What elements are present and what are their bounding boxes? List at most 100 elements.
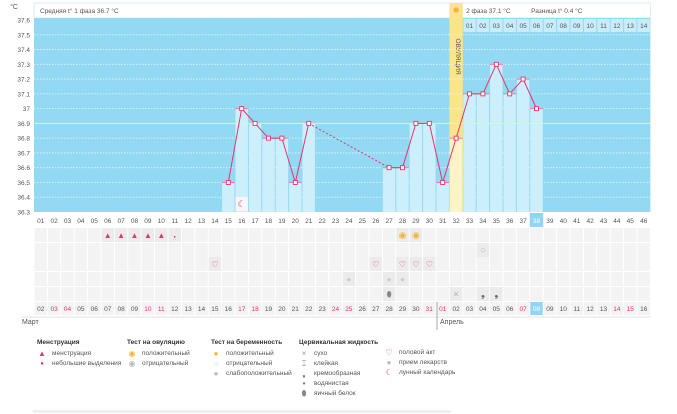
marker-cell[interactable] <box>436 287 449 301</box>
marker-cell[interactable] <box>155 272 168 286</box>
marker-cell[interactable] <box>262 257 275 271</box>
marker-cell[interactable] <box>168 243 181 257</box>
marker-cell[interactable] <box>235 272 248 286</box>
marker-cell[interactable] <box>262 287 275 301</box>
marker-cell[interactable] <box>74 287 88 301</box>
marker-cell-filled[interactable] <box>476 287 490 301</box>
temperature-point[interactable] <box>252 120 258 126</box>
marker-cell[interactable] <box>382 257 396 271</box>
marker-cell[interactable] <box>88 257 101 271</box>
marker-cell[interactable] <box>597 243 610 257</box>
temperature-point[interactable] <box>306 120 312 126</box>
marker-cell[interactable] <box>436 272 449 286</box>
marker-cell[interactable] <box>141 243 155 257</box>
marker-cell[interactable] <box>423 272 436 286</box>
marker-cell-filled[interactable] <box>141 228 155 242</box>
marker-cell[interactable] <box>329 287 342 301</box>
temperature-point[interactable] <box>507 91 513 97</box>
marker-cell[interactable] <box>222 272 235 286</box>
marker-cell[interactable] <box>141 287 155 301</box>
marker-cell[interactable] <box>195 272 208 286</box>
marker-cell[interactable] <box>47 257 61 271</box>
marker-cell[interactable] <box>315 243 329 257</box>
marker-cell[interactable] <box>114 287 128 301</box>
marker-cell[interactable] <box>342 257 356 271</box>
marker-cell[interactable] <box>409 272 423 286</box>
marker-cell[interactable] <box>530 272 543 286</box>
marker-cell[interactable] <box>597 228 610 242</box>
marker-cell[interactable] <box>624 287 637 301</box>
marker-cell[interactable] <box>476 257 490 271</box>
marker-cell[interactable] <box>101 272 114 286</box>
marker-cell[interactable] <box>181 257 195 271</box>
marker-cell[interactable] <box>557 272 570 286</box>
marker-cell[interactable] <box>449 272 463 286</box>
marker-cell[interactable] <box>208 287 222 301</box>
marker-cell[interactable] <box>356 228 369 242</box>
marker-cell[interactable] <box>423 287 436 301</box>
marker-cell[interactable] <box>235 228 248 242</box>
marker-cell[interactable] <box>463 272 476 286</box>
temperature-point[interactable] <box>534 106 539 112</box>
marker-cell[interactable] <box>222 243 235 257</box>
marker-cell[interactable] <box>74 257 88 271</box>
marker-cell-filled[interactable] <box>409 257 423 271</box>
marker-cell[interactable] <box>449 243 463 257</box>
marker-cell[interactable] <box>128 257 141 271</box>
marker-cell[interactable] <box>503 272 516 286</box>
marker-cell-filled[interactable] <box>382 272 396 286</box>
marker-cell[interactable] <box>610 228 624 242</box>
marker-cell[interactable] <box>315 228 329 242</box>
marker-cell[interactable] <box>235 243 248 257</box>
marker-cell[interactable] <box>248 228 262 242</box>
marker-cell[interactable] <box>503 287 516 301</box>
marker-cell[interactable] <box>262 243 275 257</box>
marker-cell[interactable] <box>624 228 637 242</box>
marker-cell[interactable] <box>570 287 583 301</box>
marker-cell-filled[interactable] <box>369 257 382 271</box>
marker-cell[interactable] <box>449 257 463 271</box>
marker-cell[interactable] <box>557 228 570 242</box>
marker-cell[interactable] <box>530 287 543 301</box>
marker-cell[interactable] <box>262 228 275 242</box>
marker-cell[interactable] <box>34 287 47 301</box>
marker-cell[interactable] <box>155 287 168 301</box>
temperature-point[interactable] <box>279 135 285 141</box>
marker-cell[interactable] <box>289 228 302 242</box>
marker-cell[interactable] <box>47 272 61 286</box>
temperature-point[interactable] <box>440 180 446 185</box>
marker-cell[interactable] <box>61 228 74 242</box>
marker-cell[interactable] <box>61 243 74 257</box>
marker-cell[interactable] <box>516 243 530 257</box>
marker-cell[interactable] <box>248 287 262 301</box>
marker-cell[interactable] <box>342 243 356 257</box>
marker-cell[interactable] <box>128 243 141 257</box>
marker-cell[interactable] <box>329 228 342 242</box>
marker-cell[interactable] <box>503 228 516 242</box>
marker-cell[interactable] <box>248 272 262 286</box>
marker-cell[interactable] <box>315 257 329 271</box>
marker-cell[interactable] <box>235 257 248 271</box>
marker-cell[interactable] <box>181 287 195 301</box>
marker-cell[interactable] <box>222 228 235 242</box>
marker-cell[interactable] <box>275 272 289 286</box>
marker-cell[interactable] <box>369 243 382 257</box>
marker-cell[interactable] <box>275 243 289 257</box>
marker-cell[interactable] <box>637 272 650 286</box>
marker-cell[interactable] <box>342 287 356 301</box>
marker-cell-filled[interactable] <box>490 287 503 301</box>
marker-cell[interactable] <box>516 228 530 242</box>
marker-cell[interactable] <box>463 243 476 257</box>
marker-cell[interactable] <box>342 228 356 242</box>
marker-cell[interactable] <box>114 272 128 286</box>
marker-cell[interactable] <box>34 228 47 242</box>
marker-cell[interactable] <box>195 243 208 257</box>
marker-cell[interactable] <box>195 228 208 242</box>
marker-cell[interactable] <box>141 272 155 286</box>
marker-cell-filled[interactable] <box>449 287 463 301</box>
temperature-point[interactable] <box>266 135 271 141</box>
marker-cell[interactable] <box>208 272 222 286</box>
marker-cell[interactable] <box>74 272 88 286</box>
marker-cell[interactable] <box>436 228 449 242</box>
marker-cell[interactable] <box>248 243 262 257</box>
